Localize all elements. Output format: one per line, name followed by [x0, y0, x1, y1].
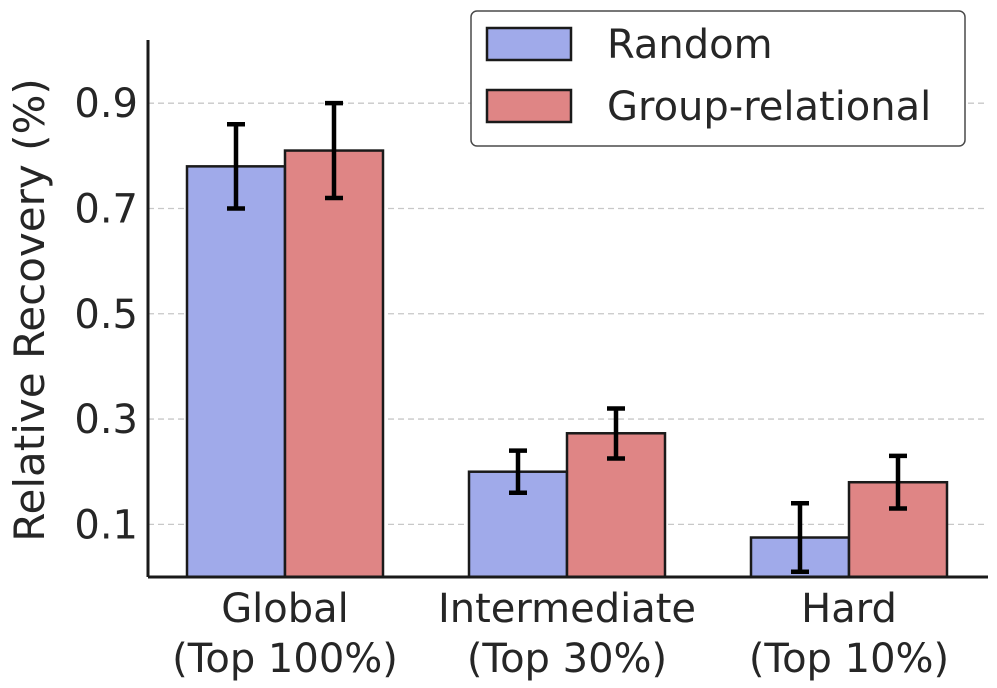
y-tick-label: 0.1	[74, 502, 138, 548]
y-tick-labels: 0.1 0.3 0.5 0.7 0.9	[74, 81, 138, 548]
bars	[185, 149, 949, 579]
x-tick-label: Intermediate	[438, 586, 696, 632]
x-tick-label: (Top 10%)	[749, 636, 949, 682]
x-tick-label: (Top 100%)	[172, 636, 398, 682]
y-tick-label: 0.5	[74, 292, 138, 338]
x-tick-label: (Top 30%)	[467, 636, 667, 682]
error-bars	[227, 100, 907, 574]
axes	[146, 40, 988, 579]
legend-swatch-random	[485, 26, 573, 62]
y-tick-label: 0.9	[74, 81, 138, 127]
legend-label-group-relational: Group-relational	[607, 84, 931, 130]
bar-group-relational	[283, 149, 385, 579]
legend: Random Group-relational	[470, 10, 966, 147]
y-axis-title: Relative Recovery (%)	[5, 78, 54, 542]
legend-frame	[470, 10, 966, 147]
legend-label-random: Random	[607, 22, 773, 68]
y-tick-label: 0.7	[74, 186, 138, 232]
legend-swatch-group-relational	[485, 88, 573, 124]
x-tick-labels: Global(Top 100%) Intermediate(Top 30%) Har…	[172, 586, 949, 682]
y-tick-label: 0.3	[74, 397, 138, 443]
x-tick-label: Hard	[801, 586, 897, 632]
x-tick-label: Global	[221, 586, 349, 632]
bar-random	[185, 165, 287, 579]
